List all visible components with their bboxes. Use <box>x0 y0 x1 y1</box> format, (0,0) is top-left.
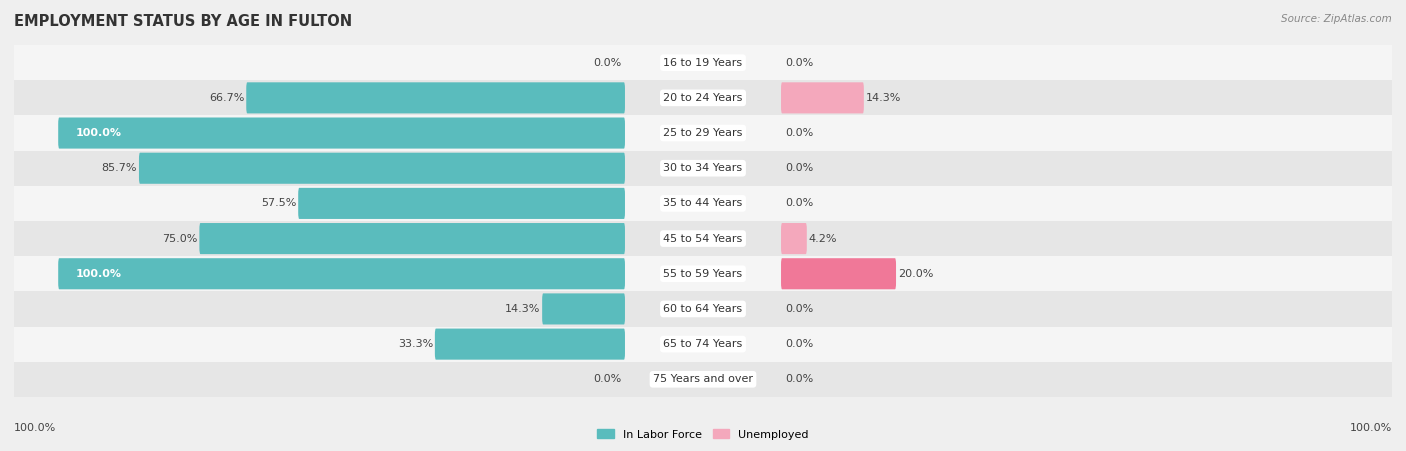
Text: 100.0%: 100.0% <box>14 423 56 433</box>
Bar <box>14 221 1392 256</box>
Text: 100.0%: 100.0% <box>1350 423 1392 433</box>
FancyBboxPatch shape <box>139 153 626 184</box>
Text: 100.0%: 100.0% <box>76 269 122 279</box>
FancyBboxPatch shape <box>200 223 626 254</box>
Text: 45 to 54 Years: 45 to 54 Years <box>664 234 742 244</box>
Text: 14.3%: 14.3% <box>505 304 540 314</box>
Text: 65 to 74 Years: 65 to 74 Years <box>664 339 742 349</box>
Text: 75.0%: 75.0% <box>162 234 198 244</box>
Text: 66.7%: 66.7% <box>209 93 245 103</box>
FancyBboxPatch shape <box>58 258 626 289</box>
Text: 0.0%: 0.0% <box>785 58 813 68</box>
Text: 85.7%: 85.7% <box>101 163 138 173</box>
Text: 25 to 29 Years: 25 to 29 Years <box>664 128 742 138</box>
Bar <box>14 45 1392 80</box>
FancyBboxPatch shape <box>434 329 626 359</box>
Text: 0.0%: 0.0% <box>593 58 621 68</box>
FancyBboxPatch shape <box>246 83 626 113</box>
Text: 0.0%: 0.0% <box>785 163 813 173</box>
FancyBboxPatch shape <box>780 83 863 113</box>
Text: 20.0%: 20.0% <box>898 269 934 279</box>
Text: 100.0%: 100.0% <box>76 128 122 138</box>
Text: 4.2%: 4.2% <box>808 234 837 244</box>
Text: 60 to 64 Years: 60 to 64 Years <box>664 304 742 314</box>
FancyBboxPatch shape <box>58 118 626 148</box>
Text: 14.3%: 14.3% <box>866 93 901 103</box>
Text: 0.0%: 0.0% <box>785 374 813 384</box>
Text: Source: ZipAtlas.com: Source: ZipAtlas.com <box>1281 14 1392 23</box>
Bar <box>14 291 1392 327</box>
Text: 0.0%: 0.0% <box>593 374 621 384</box>
Bar <box>14 115 1392 151</box>
Text: 20 to 24 Years: 20 to 24 Years <box>664 93 742 103</box>
Bar <box>14 256 1392 291</box>
Bar <box>14 80 1392 115</box>
Text: 35 to 44 Years: 35 to 44 Years <box>664 198 742 208</box>
FancyBboxPatch shape <box>298 188 626 219</box>
FancyBboxPatch shape <box>543 294 626 324</box>
Text: 0.0%: 0.0% <box>785 128 813 138</box>
Bar <box>14 362 1392 397</box>
Text: 75 Years and over: 75 Years and over <box>652 374 754 384</box>
FancyBboxPatch shape <box>780 258 896 289</box>
Text: EMPLOYMENT STATUS BY AGE IN FULTON: EMPLOYMENT STATUS BY AGE IN FULTON <box>14 14 352 28</box>
Text: 30 to 34 Years: 30 to 34 Years <box>664 163 742 173</box>
Text: 0.0%: 0.0% <box>785 339 813 349</box>
Bar <box>14 327 1392 362</box>
Bar <box>14 186 1392 221</box>
FancyBboxPatch shape <box>780 223 807 254</box>
Text: 33.3%: 33.3% <box>398 339 433 349</box>
Text: 57.5%: 57.5% <box>262 198 297 208</box>
Text: 16 to 19 Years: 16 to 19 Years <box>664 58 742 68</box>
Text: 0.0%: 0.0% <box>785 304 813 314</box>
Text: 0.0%: 0.0% <box>785 198 813 208</box>
Text: 55 to 59 Years: 55 to 59 Years <box>664 269 742 279</box>
Legend: In Labor Force, Unemployed: In Labor Force, Unemployed <box>593 425 813 444</box>
Bar <box>14 151 1392 186</box>
